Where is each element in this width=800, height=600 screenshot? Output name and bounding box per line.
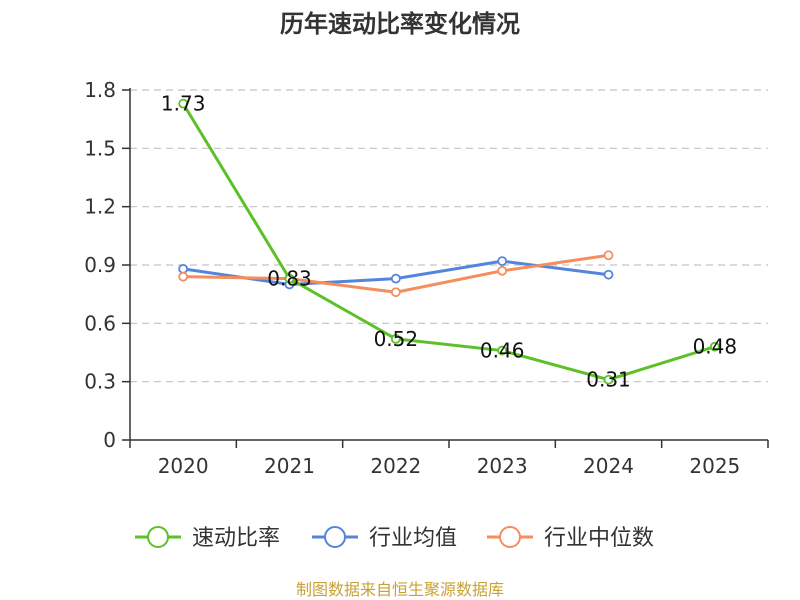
data-point <box>178 271 189 282</box>
data-label: 0.31 <box>586 368 631 392</box>
data-label: 0.48 <box>693 335 738 359</box>
legend-label: 行业中位数 <box>544 526 654 551</box>
legend-label: 速动比率 <box>192 526 280 551</box>
legend-marker <box>499 526 521 548</box>
y-tick-label: 0 <box>103 428 116 452</box>
legend-marker <box>147 526 169 548</box>
y-tick-label: 1.8 <box>84 78 116 102</box>
data-point <box>390 287 401 298</box>
source-note: 制图数据来自恒生聚源数据库 <box>296 580 504 599</box>
data-point <box>603 374 614 385</box>
data-point <box>390 333 401 344</box>
data-point <box>709 341 720 352</box>
data-point <box>497 345 508 356</box>
series-line-0 <box>181 102 716 382</box>
x-tick-label: 2022 <box>370 454 421 478</box>
y-tick-label: 0.3 <box>84 370 116 394</box>
data-point <box>178 98 189 109</box>
x-tick-label: 2021 <box>264 454 315 478</box>
data-label: 0.83 <box>267 267 312 291</box>
data-point <box>178 263 189 274</box>
data-point <box>603 250 614 261</box>
x-tick-label: 2024 <box>583 454 634 478</box>
data-point <box>603 269 614 280</box>
series-group <box>178 98 720 385</box>
legend: 速动比率 行业均值 行业中位数 <box>135 526 654 551</box>
data-label: 0.52 <box>374 327 419 351</box>
y-tick-label: 0.6 <box>84 311 116 335</box>
data-point <box>497 265 508 276</box>
data-point <box>284 273 295 284</box>
x-tick-label: 2020 <box>158 454 209 478</box>
axes: 0 0.3 0.6 0.9 1.2 1.5 1.8 2020 2021 2022 2023 2024 2… <box>84 78 769 478</box>
data-label: 0.46 <box>480 339 525 363</box>
y-tick-label: 1.2 <box>84 195 116 219</box>
data-point <box>497 256 508 267</box>
y-tick-label: 1.5 <box>84 136 116 160</box>
y-tick-label: 0.9 <box>84 253 116 277</box>
x-tick-label: 2023 <box>477 454 528 478</box>
grid-lines <box>130 89 768 383</box>
chart-title: 历年速动比率变化情况 <box>280 10 520 38</box>
legend-label: 行业均值 <box>369 526 457 551</box>
legend-marker <box>324 526 346 548</box>
data-label: 1.73 <box>161 92 206 116</box>
data-point <box>390 273 401 284</box>
data-labels: 1.73 0.83 0.52 0.46 0.31 0.48 <box>161 92 737 392</box>
x-tick-label: 2025 <box>689 454 740 478</box>
